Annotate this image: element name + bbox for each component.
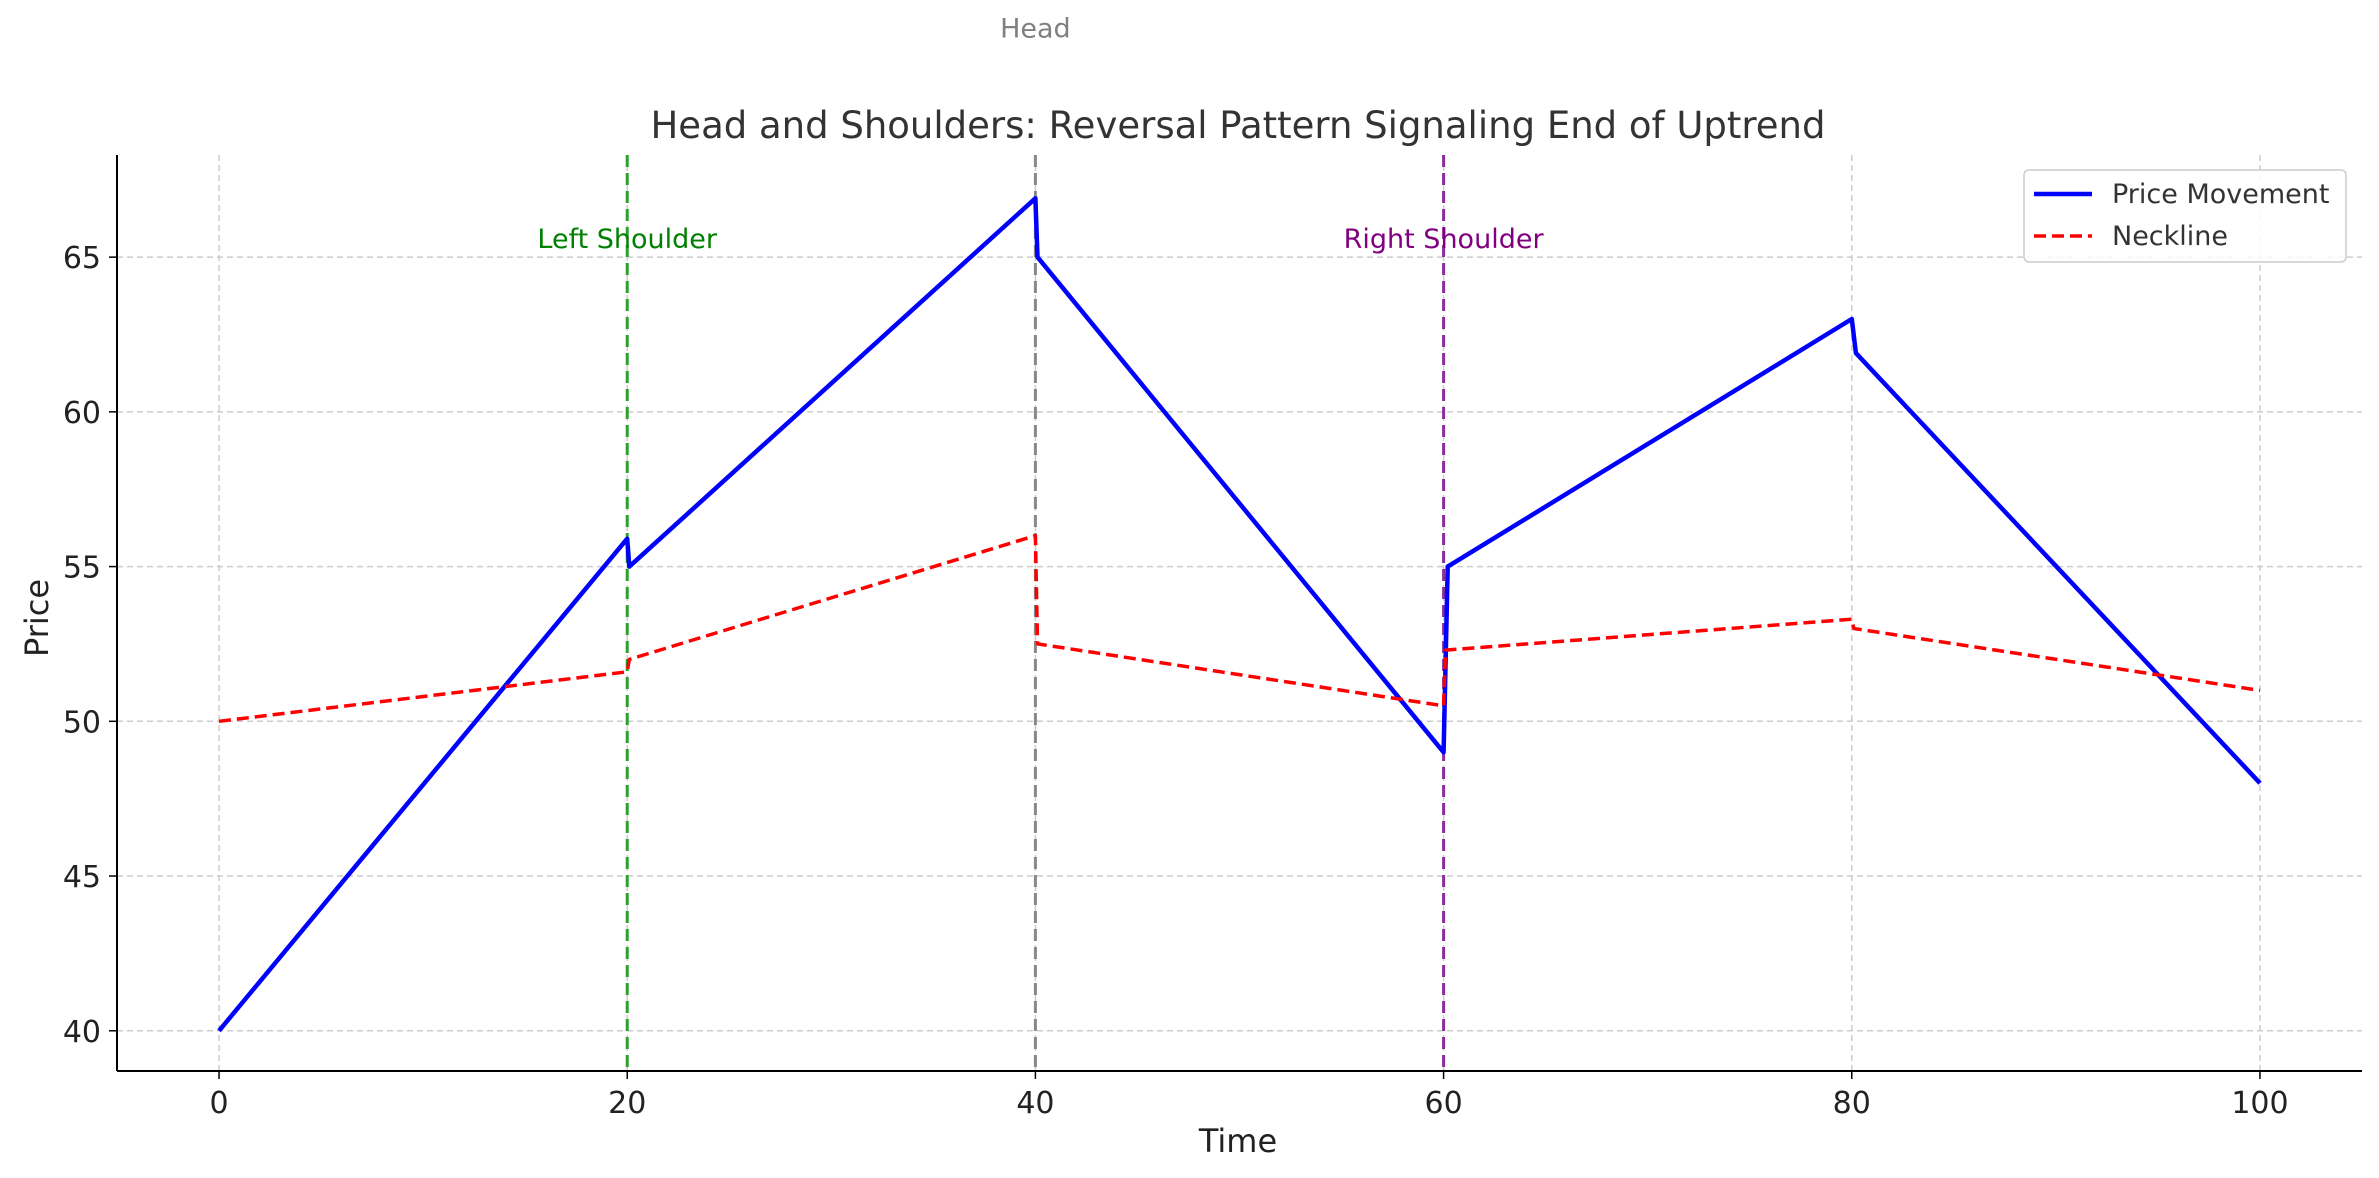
y-tick-label: 65 <box>63 241 101 276</box>
series-line <box>217 196 2262 1033</box>
legend-label: Neckline <box>2112 221 2228 252</box>
x-tick-label: 60 <box>1424 1086 1462 1121</box>
x-tick-label: 100 <box>2231 1086 2288 1121</box>
legend-label: Price Movement <box>2112 179 2329 210</box>
x-tick-label: 40 <box>1016 1086 1054 1121</box>
x-axis-label: Time <box>1198 1122 1277 1160</box>
grid <box>117 155 2362 1071</box>
x-tick-label: 80 <box>1833 1086 1871 1121</box>
legend-box <box>2023 169 2347 263</box>
y-tick-label: 45 <box>63 860 101 895</box>
x-tick-label: 20 <box>608 1086 646 1121</box>
pattern-annotation: Head <box>1000 13 1071 44</box>
series-line <box>218 533 2261 724</box>
series-lines <box>217 196 2262 1033</box>
y-axis-label: Price <box>18 579 56 657</box>
pattern-annotation: Right Shoulder <box>1344 224 1545 255</box>
annotations: Left Shoulder Head Right Shoulder <box>537 13 1544 254</box>
ticks: 0 20 40 60 80 100 40 45 50 55 60 65 <box>63 241 2289 1121</box>
pattern-annotation: Left Shoulder <box>537 224 718 255</box>
y-tick-label: 40 <box>63 1015 101 1050</box>
x-tick-label: 0 <box>209 1086 228 1121</box>
chart-title: Head and Shoulders: Reversal Pattern Sig… <box>650 104 1825 147</box>
y-tick-label: 60 <box>63 396 101 431</box>
axes <box>116 155 2362 1072</box>
y-tick-label: 55 <box>63 551 101 586</box>
y-tick-label: 50 <box>63 705 101 740</box>
legend: Price Movement Neckline <box>2023 169 2347 263</box>
